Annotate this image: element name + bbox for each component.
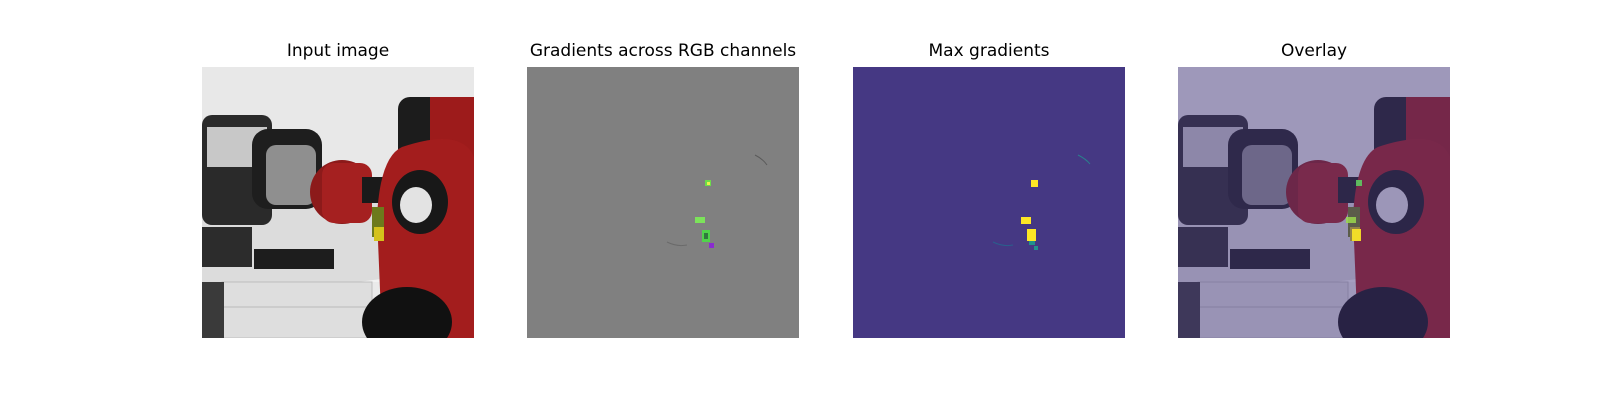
gradients-rgb-image — [527, 67, 799, 338]
panel-title: Gradients across RGB channels — [529, 41, 797, 61]
input-image — [202, 67, 474, 338]
panel-title: Max gradients — [928, 41, 1050, 61]
overlay-image — [1178, 67, 1450, 338]
panel-overlay: Overlay — [1178, 0, 1450, 400]
panel-input-image: Input image — [202, 0, 474, 400]
panel-title: Input image — [286, 41, 390, 61]
panel-gradients-rgb: Gradients across RGB channels — [527, 0, 799, 400]
panel-title: Overlay — [1280, 41, 1348, 61]
max-gradients-image — [853, 67, 1125, 338]
panel-max-gradients: Max gradients — [853, 0, 1125, 400]
